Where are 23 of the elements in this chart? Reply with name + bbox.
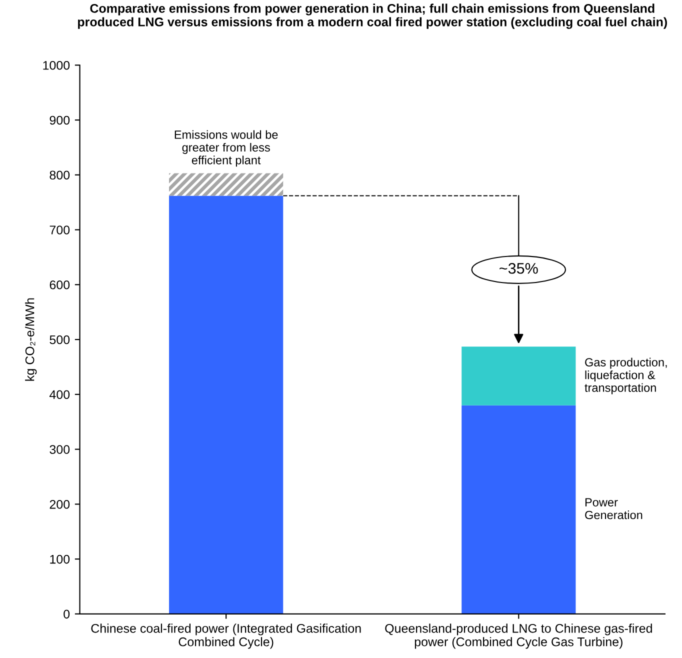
y-tick-label: 200 (50, 500, 70, 509)
y-tick-label: 1000 (43, 60, 70, 70)
y-tick-label: 800 (50, 170, 70, 180)
y-axis-title: kg CO₂-e/MWh (25, 298, 37, 381)
y-tick-label: 700 (50, 226, 70, 234)
annotation: ~35% (500, 262, 538, 274)
bar (169, 173, 284, 196)
chart-title: Comparative emissions from power generation in China; full chain emissions from Queensland produced LNG versus emissions from a modern coal fired power station (excluding coal fuel chain) (78, 4, 667, 29)
series-label: Power Generation (585, 498, 642, 520)
y-tick-label: 100 (50, 554, 70, 564)
y-tick-label: 600 (50, 280, 70, 290)
bar (169, 196, 284, 614)
series-label: Gas production, liquefaction & transportation (584, 358, 667, 394)
bar (462, 405, 576, 614)
y-tick-label: 0 (64, 610, 70, 619)
x-tick-label: Chinese coal-fired power (Integrated Gasification Combined Cycle) (91, 624, 361, 649)
y-tick-label: 500 (50, 335, 70, 344)
series-label: Emissions would be greater from less efficient plant (174, 130, 278, 167)
bar (462, 346, 576, 406)
y-tick-label: 900 (50, 116, 70, 125)
x-tick-label: Queensland-produced LNG to Chinese gas-fired power (Combined Cycle Gas Turbine) (385, 624, 652, 649)
y-tick-label: 300 (50, 445, 70, 454)
y-tick-label: 400 (50, 390, 70, 400)
